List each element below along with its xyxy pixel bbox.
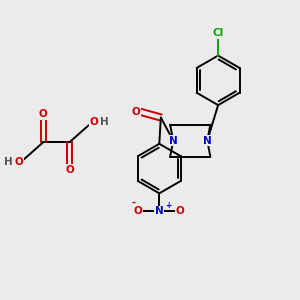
Text: O: O xyxy=(65,165,74,175)
Text: H: H xyxy=(4,158,13,167)
Text: O: O xyxy=(176,206,185,216)
Text: N: N xyxy=(169,136,178,146)
Text: H: H xyxy=(100,117,109,127)
Text: O: O xyxy=(15,158,23,167)
Text: O: O xyxy=(39,110,48,119)
Text: Cl: Cl xyxy=(212,28,224,38)
Text: N: N xyxy=(203,136,212,146)
Text: +: + xyxy=(165,201,171,210)
Text: -: - xyxy=(131,198,135,208)
Text: N: N xyxy=(155,206,164,216)
Text: O: O xyxy=(89,117,98,127)
Text: O: O xyxy=(131,107,140,117)
Text: O: O xyxy=(134,206,142,216)
